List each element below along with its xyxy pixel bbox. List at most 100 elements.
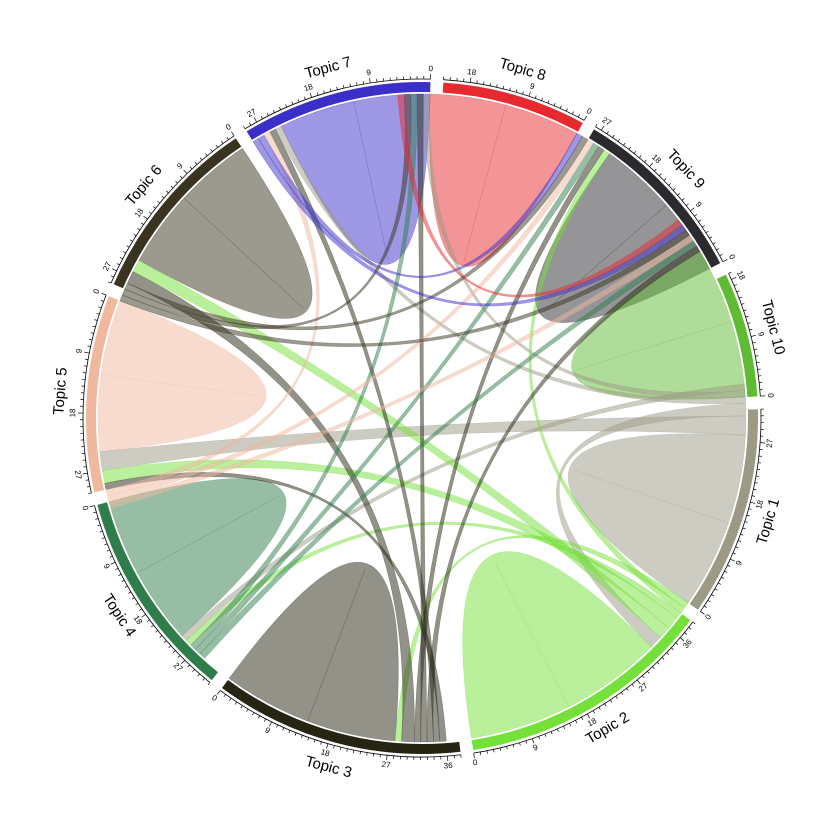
axis-topic-6 xyxy=(110,135,235,284)
minor-tick xyxy=(748,508,752,510)
minor-tick xyxy=(179,175,183,179)
minor-tick xyxy=(260,116,263,119)
tick-label: 27 xyxy=(73,470,83,481)
minor-tick xyxy=(276,724,279,728)
track-topic-2 xyxy=(471,614,691,751)
minor-tick xyxy=(342,85,345,89)
minor-tick xyxy=(108,281,112,284)
minor-tick xyxy=(575,720,578,724)
minor-tick xyxy=(612,134,615,138)
tick-label: 9 xyxy=(102,562,112,570)
minor-tick xyxy=(711,594,715,597)
ribbon-topic-1-to-topic-8 xyxy=(423,93,746,399)
minor-tick xyxy=(140,222,144,225)
minor-tick xyxy=(88,492,92,494)
minor-tick xyxy=(754,482,758,484)
minor-tick xyxy=(249,122,252,126)
minor-tick xyxy=(97,524,101,527)
major-tick xyxy=(110,561,116,565)
minor-tick xyxy=(751,495,755,497)
track-topic-1 xyxy=(689,409,758,610)
minor-tick xyxy=(738,296,743,299)
minor-tick xyxy=(359,751,361,755)
minor-tick xyxy=(106,549,110,552)
tick-label: 27 xyxy=(765,438,775,448)
minor-tick xyxy=(604,703,607,707)
minor-tick xyxy=(742,527,746,530)
tick-label: 27 xyxy=(381,760,391,770)
minor-tick xyxy=(129,239,133,242)
minor-tick xyxy=(595,124,598,127)
minor-tick xyxy=(628,146,631,150)
major-tick xyxy=(369,77,371,84)
tick-label: 0 xyxy=(91,287,101,295)
tick-label: 0 xyxy=(80,505,90,512)
major-tick xyxy=(89,505,95,508)
minor-tick xyxy=(736,290,740,293)
track-topic-6 xyxy=(113,138,242,289)
minor-tick xyxy=(712,242,716,245)
ribbon-topic-3-to-topic-7 xyxy=(269,128,441,743)
minor-tick xyxy=(291,101,294,105)
minor-tick xyxy=(123,251,127,254)
minor-tick xyxy=(615,695,618,699)
sector-label-topic-8: Topic 8 xyxy=(497,55,547,85)
major-tick xyxy=(473,752,475,759)
minor-tick xyxy=(538,736,540,740)
ribbon-topic-4-to-topic-10 xyxy=(199,240,698,659)
minor-tick xyxy=(496,84,498,88)
minor-tick xyxy=(694,214,698,217)
minor-tick xyxy=(534,95,537,99)
minor-tick xyxy=(724,570,728,573)
minor-tick xyxy=(240,705,243,709)
minor-tick xyxy=(717,582,721,585)
major-tick xyxy=(690,207,695,212)
minor-tick xyxy=(349,83,351,87)
tick-label: 0 xyxy=(585,106,594,116)
minor-tick xyxy=(512,744,515,748)
minor-tick xyxy=(755,355,759,357)
minor-tick xyxy=(104,543,108,546)
minor-tick xyxy=(581,717,584,720)
tick-label: 27 xyxy=(246,107,259,119)
ribbon-topic-7-to-topic-7 xyxy=(280,93,431,265)
minor-tick xyxy=(703,605,707,608)
minor-tick xyxy=(642,675,645,679)
sector-label-topic-5: Topic 5 xyxy=(50,367,70,416)
minor-tick xyxy=(740,533,744,536)
ribbon-topic-2-to-topic-9 xyxy=(528,149,686,614)
minor-tick xyxy=(146,619,150,622)
axis-topic-7 xyxy=(244,78,431,130)
ribbon-topic-2-to-topic-4 xyxy=(185,521,682,646)
minor-tick xyxy=(656,661,660,665)
tick-label: 18 xyxy=(303,82,315,94)
minor-tick xyxy=(221,140,224,144)
minor-tick xyxy=(90,332,94,334)
minor-tick xyxy=(98,306,102,309)
ribbon-topic-6-to-topic-6 xyxy=(138,147,313,319)
minor-tick xyxy=(675,642,679,646)
ribbon-topic-3-to-topic-3 xyxy=(228,561,399,742)
tick-label: 9 xyxy=(74,347,84,354)
minor-tick xyxy=(329,88,332,92)
minor-tick xyxy=(727,564,731,567)
minor-tick xyxy=(556,728,559,732)
minor-tick xyxy=(728,271,732,274)
axis-topic-10 xyxy=(728,273,761,397)
sector-label-topic-2: Topic 2 xyxy=(583,709,633,748)
minor-tick xyxy=(647,671,650,674)
minor-tick xyxy=(115,567,119,570)
minor-tick xyxy=(101,537,105,539)
minor-tick xyxy=(620,692,624,695)
major-tick xyxy=(231,131,235,137)
minor-tick xyxy=(522,91,524,95)
ribbon-topic-6-to-topic-8 xyxy=(121,93,412,330)
axis-topic-5 xyxy=(82,294,107,494)
sector-label-topic-6: Topic 6 xyxy=(122,162,166,209)
minor-tick xyxy=(753,348,758,350)
minor-tick xyxy=(234,701,238,705)
track-topic-4 xyxy=(97,502,219,681)
minor-tick xyxy=(279,107,281,111)
minor-tick xyxy=(121,579,125,582)
minor-tick xyxy=(502,85,505,89)
